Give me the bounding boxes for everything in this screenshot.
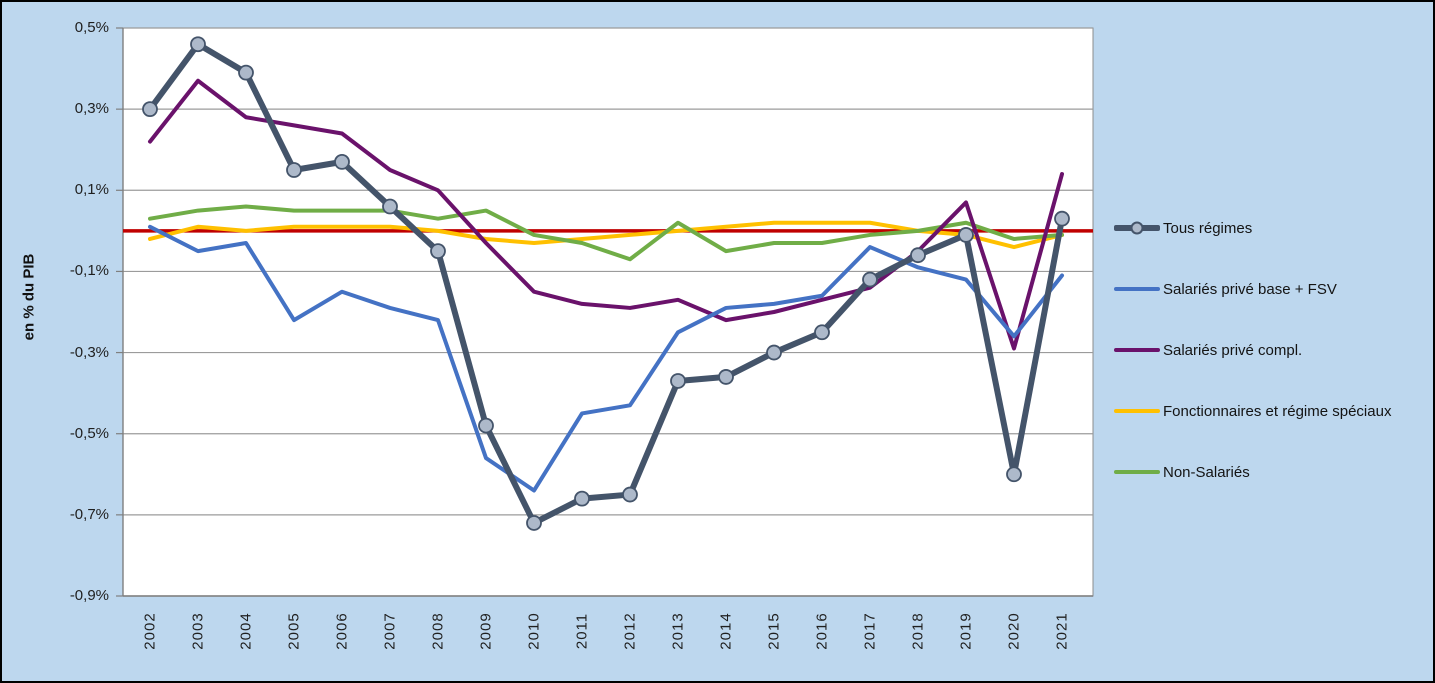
series-marker-tous-regimes	[478, 417, 494, 434]
x-tick-label-text: 2002	[141, 612, 159, 650]
y-axis-title: en % du PIB	[12, 202, 46, 392]
x-tick-label-text: 2021	[1053, 612, 1071, 650]
series-marker-tous-regimes	[382, 198, 398, 215]
legend-item-tous-regimes: Tous régimes	[1114, 208, 1252, 248]
legend-swatch-salaries-prive-base-fsv	[1114, 280, 1160, 298]
legend-line-icon	[1114, 287, 1160, 291]
x-tick-label-text: 2004	[237, 612, 255, 650]
series-line-tous-regimes	[147, 41, 1065, 526]
x-tick-label-text: 2010	[525, 612, 543, 650]
legend-swatch-salaries-prive-compl	[1114, 341, 1160, 359]
legend-item-salaries-prive-compl: Salariés privé compl.	[1114, 330, 1302, 370]
legend-label: Fonctionnaires et régime spéciaux	[1163, 402, 1392, 420]
series-marker-tous-regimes	[766, 344, 782, 361]
series-marker-tous-regimes	[670, 373, 686, 389]
legend-item-non-salaries: Non-Salariés	[1114, 452, 1250, 492]
series-line-salaries-prive-base-fsv	[148, 224, 1064, 493]
y-tick-label: -0,1%	[69, 262, 109, 280]
series-marker-tous-regimes	[190, 36, 206, 53]
legend-item-fonctionnaires-regimes-speciaux: Fonctionnaires et régime spéciaux	[1114, 391, 1391, 431]
y-tick-label: 0,1%	[74, 181, 109, 199]
x-tick-label-text: 2005	[285, 612, 303, 650]
legend-label: Non-Salariés	[1163, 463, 1250, 481]
series-marker-tous-regimes	[142, 101, 158, 118]
y-tick-label: -0,7%	[69, 505, 109, 523]
x-tick-label: 2021	[1034, 602, 1090, 660]
x-tick-label-text: 2016	[813, 612, 831, 650]
series-line-non-salaries	[148, 204, 1064, 262]
legend-swatch-fonctionnaires-regimes-speciaux	[1114, 402, 1160, 420]
y-tick-label: -0,5%	[69, 424, 109, 442]
series-marker-tous-regimes	[526, 515, 542, 531]
x-tick-label-text: 2015	[765, 612, 783, 650]
x-tick-label-text: 2017	[861, 612, 879, 650]
legend-marker-icon	[1130, 221, 1144, 235]
legend-line-icon	[1114, 409, 1160, 413]
series-marker-tous-regimes	[622, 486, 638, 503]
x-tick-label-text: 2007	[381, 612, 399, 650]
x-tick-label-text: 2008	[429, 612, 447, 650]
legend-label: Salariés privé compl.	[1163, 341, 1303, 359]
x-tick-label-text: 2003	[189, 612, 207, 650]
x-tick-label-text: 2014	[717, 612, 735, 650]
series-line-fonctionnaires-regimes-speciaux	[148, 220, 1064, 250]
legend-label: Salariés privé base + FSV	[1163, 280, 1337, 298]
x-tick-label-text: 2013	[669, 612, 687, 650]
legend-swatch-tous-regimes	[1114, 219, 1160, 237]
y-tick-label: 0,3%	[74, 100, 109, 118]
legend-swatch-non-salaries	[1114, 463, 1160, 481]
series-marker-tous-regimes	[1054, 210, 1070, 227]
series-marker-tous-regimes	[334, 153, 350, 170]
series-marker-tous-regimes	[862, 271, 878, 288]
series-marker-tous-regimes	[238, 64, 254, 81]
x-tick-label-text: 2018	[909, 612, 927, 650]
series-marker-tous-regimes	[286, 162, 302, 178]
x-tick-label-text: 2020	[1005, 612, 1023, 650]
x-tick-label-text: 2012	[621, 612, 639, 650]
legend-line-icon	[1114, 348, 1160, 352]
series-marker-tous-regimes	[814, 324, 830, 341]
x-tick-label-text: 2019	[957, 612, 975, 650]
series-marker-tous-regimes	[574, 490, 590, 507]
y-tick-label: 0,5%	[74, 19, 109, 36]
series-marker-tous-regimes	[718, 369, 734, 385]
series-marker-tous-regimes	[958, 227, 974, 243]
series-marker-tous-regimes	[430, 243, 446, 260]
legend-item-salaries-prive-base-fsv: Salariés privé base + FSV	[1114, 269, 1337, 309]
x-tick-label-text: 2006	[333, 612, 351, 650]
legend-line-icon	[1114, 470, 1160, 474]
y-tick-label: -0,3%	[69, 343, 109, 361]
series-marker-tous-regimes	[1006, 466, 1022, 483]
legend-label: Tous régimes	[1163, 219, 1253, 237]
x-tick-label-text: 2009	[477, 612, 495, 650]
series-marker-tous-regimes	[910, 247, 926, 264]
x-tick-label-text: 2011	[573, 612, 591, 650]
y-tick-label: -0,9%	[69, 587, 109, 604]
